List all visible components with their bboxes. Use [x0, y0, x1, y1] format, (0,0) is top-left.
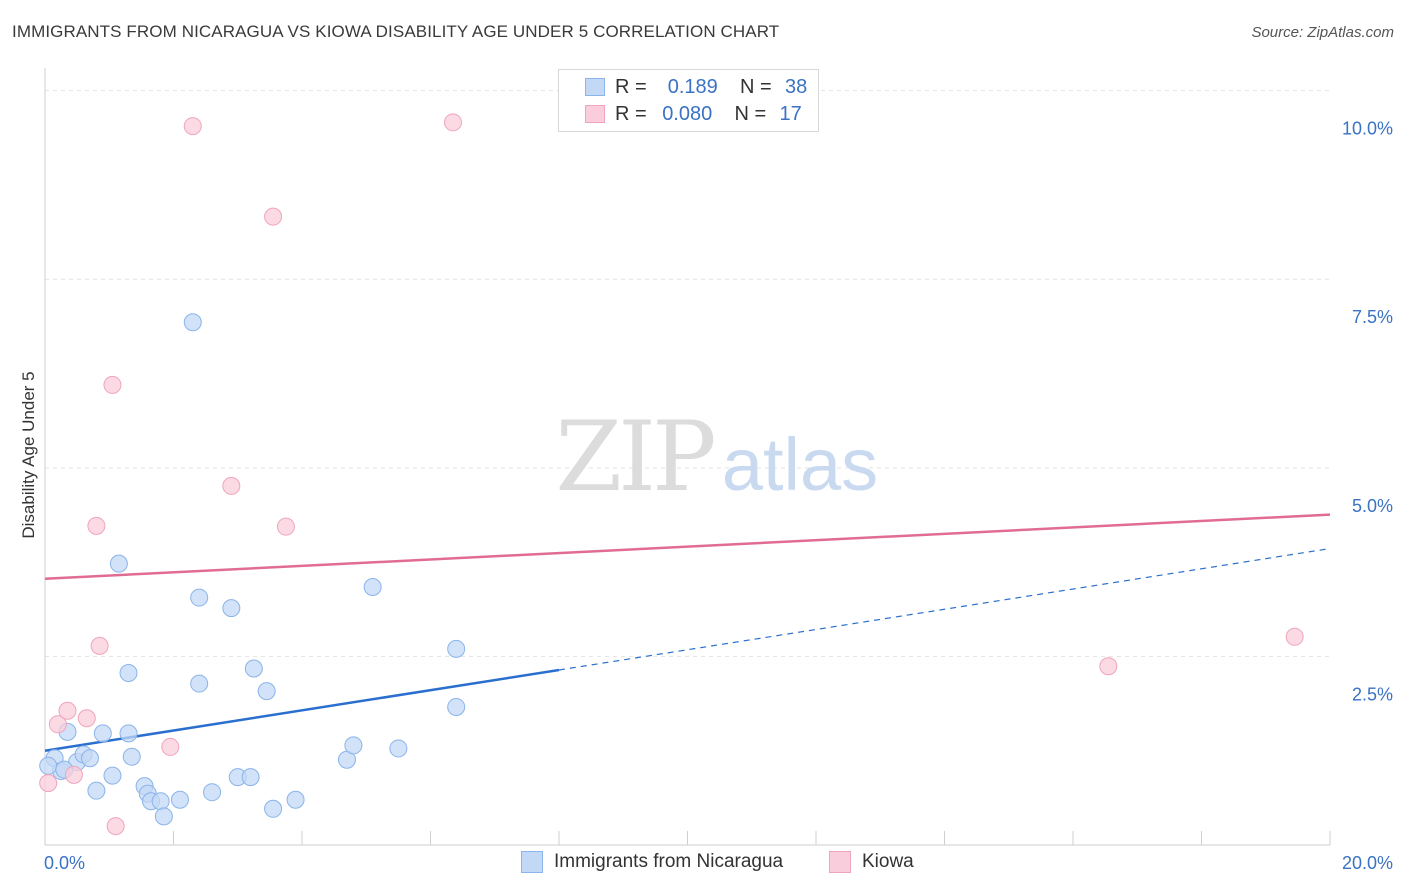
- data-point-nicaragua: [119, 724, 138, 743]
- trend-line-kiowa: [44, 513, 1331, 580]
- watermark-zip: ZIP: [555, 401, 714, 513]
- tick-labels: 2.5% 5.0% 7.5% 10.0% 0.0% 20.0%: [44, 119, 1393, 873]
- data-point-kiowa: [276, 517, 295, 536]
- data-point-kiowa: [1099, 657, 1118, 676]
- legend-n-value: 38: [785, 75, 808, 98]
- data-point-nicaragua: [222, 599, 241, 618]
- grid-lines: [45, 90, 1330, 657]
- x-tick-label-max: 20.0%: [1342, 853, 1393, 873]
- data-point-nicaragua: [39, 756, 58, 775]
- x-tick-label-min: 0.0%: [44, 853, 85, 873]
- data-point-kiowa: [1285, 627, 1304, 646]
- axes: [44, 68, 1331, 846]
- data-point-nicaragua: [151, 792, 170, 811]
- data-point-nicaragua: [122, 747, 141, 766]
- series-label-nicaragua: Immigrants from Nicaragua: [554, 851, 784, 872]
- data-point-kiowa: [183, 117, 202, 136]
- trend-line-nicaragua-projection: [558, 547, 1331, 671]
- data-point-kiowa: [39, 774, 58, 793]
- correlation-legend: R = 0.189 N = 38 R = 0.080 N = 17: [558, 69, 819, 132]
- watermark-atlas: atlas: [722, 423, 878, 506]
- data-point-nicaragua: [190, 588, 209, 607]
- data-point-kiowa: [222, 476, 241, 495]
- legend-swatch-nicaragua: [585, 78, 605, 96]
- legend-n-label: N =: [740, 75, 772, 98]
- data-point-nicaragua: [389, 739, 408, 758]
- legend-r-value: 0.080: [662, 102, 713, 125]
- data-point-nicaragua: [447, 639, 466, 658]
- legend-r-label: R =: [615, 102, 647, 125]
- legend-n-value: 17: [779, 102, 802, 125]
- legend-row-nicaragua: R = 0.189 N = 38: [585, 74, 807, 100]
- data-point-kiowa: [106, 817, 125, 836]
- y-axis-label: Disability Age Under 5: [19, 371, 38, 538]
- data-point-kiowa: [87, 516, 106, 535]
- legend-row-kiowa: R = 0.080 N = 17: [585, 101, 802, 127]
- series-legend: Immigrants from Nicaragua Kiowa: [0, 851, 1406, 877]
- data-point-nicaragua: [119, 664, 138, 683]
- data-point-nicaragua: [109, 554, 128, 573]
- source-label: Source: ZipAtlas.com: [1251, 24, 1394, 41]
- data-point-kiowa: [161, 737, 180, 756]
- legend-swatch-kiowa: [585, 105, 605, 123]
- data-point-nicaragua: [257, 682, 276, 701]
- trend-lines: [44, 513, 1331, 752]
- data-points: [39, 113, 1304, 836]
- legend-n-label: N =: [734, 102, 767, 125]
- legend-r-value: 0.189: [667, 75, 718, 98]
- watermark: ZIP atlas: [555, 401, 878, 513]
- data-point-nicaragua: [244, 659, 263, 678]
- data-point-kiowa: [58, 701, 77, 720]
- data-point-kiowa: [443, 113, 462, 132]
- y-tick-label: 2.5%: [1352, 684, 1393, 704]
- series-legend-kiowa: Kiowa: [829, 851, 914, 873]
- data-point-kiowa: [64, 765, 83, 784]
- data-point-nicaragua: [154, 807, 173, 826]
- series-legend-nicaragua: Immigrants from Nicaragua: [521, 851, 783, 873]
- data-point-nicaragua: [93, 724, 112, 743]
- data-point-kiowa: [103, 375, 122, 394]
- data-point-nicaragua: [80, 749, 99, 768]
- data-point-nicaragua: [203, 783, 222, 802]
- data-point-nicaragua: [87, 781, 106, 800]
- series-label-kiowa: Kiowa: [862, 851, 914, 872]
- data-point-nicaragua: [344, 736, 363, 755]
- data-point-nicaragua: [241, 768, 260, 787]
- data-point-kiowa: [90, 636, 109, 655]
- data-point-nicaragua: [183, 313, 202, 332]
- data-point-nicaragua: [170, 790, 189, 809]
- data-point-kiowa: [264, 207, 283, 226]
- data-point-kiowa: [77, 709, 96, 728]
- data-point-nicaragua: [363, 578, 382, 597]
- y-tick-label: 5.0%: [1352, 496, 1393, 516]
- y-tick-label: 7.5%: [1352, 307, 1393, 327]
- legend-r-label: R =: [615, 75, 647, 98]
- data-point-nicaragua: [447, 697, 466, 716]
- data-point-nicaragua: [103, 766, 122, 785]
- data-point-kiowa: [48, 715, 67, 734]
- data-point-nicaragua: [286, 790, 305, 809]
- y-tick-label: 10.0%: [1342, 119, 1393, 139]
- data-point-nicaragua: [264, 799, 283, 818]
- data-point-nicaragua: [190, 674, 209, 693]
- series-swatch-nicaragua: [521, 851, 543, 873]
- chart-title: IMMIGRANTS FROM NICARAGUA VS KIOWA DISAB…: [12, 22, 780, 41]
- series-swatch-kiowa: [829, 851, 851, 873]
